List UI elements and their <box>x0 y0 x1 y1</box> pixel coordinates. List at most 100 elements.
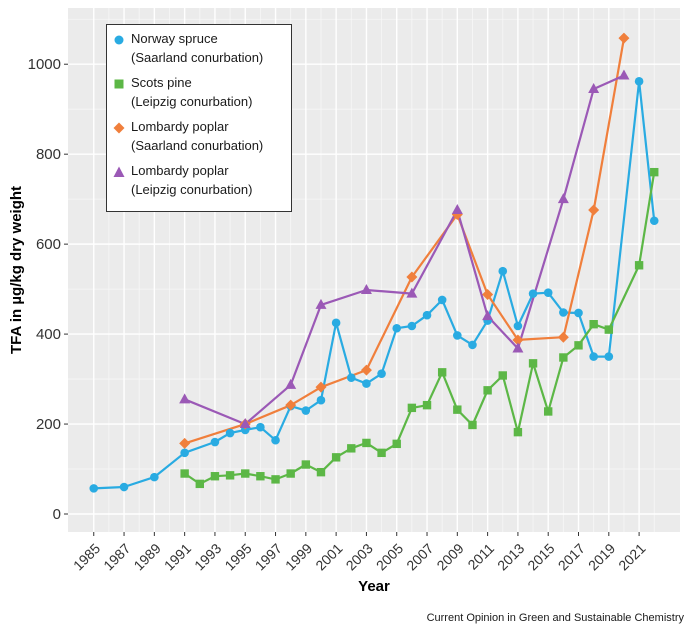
data-point-square <box>544 407 553 416</box>
data-point-circle <box>407 321 417 331</box>
x-tick-label: 2019 <box>585 540 618 573</box>
data-point-square <box>377 448 386 458</box>
source-credit: Current Opinion in Green and Sustainable… <box>426 612 684 624</box>
data-point-square <box>271 475 280 484</box>
data-point-circle <box>180 448 189 458</box>
y-tick-label: 200 <box>36 416 61 433</box>
data-point-circle <box>634 77 644 86</box>
legend-label-name: Scots pine <box>131 75 192 90</box>
series-markers <box>89 32 659 493</box>
legend-label: Scots pine (Leipzig conurbation) <box>131 73 252 111</box>
legend-label-location: (Saarland conurbation) <box>131 138 264 153</box>
data-point-circle <box>150 472 159 482</box>
data-point-triangle <box>179 393 191 404</box>
x-tick-label: 2021 <box>615 540 648 573</box>
legend-item-norway-spruce: Norway spruce (Saarland conurbation) <box>107 29 293 69</box>
y-tick-label: 600 <box>36 236 61 253</box>
data-point-circle <box>89 484 99 493</box>
x-tick-label: 2009 <box>433 540 466 573</box>
data-point-diamond <box>557 331 569 343</box>
data-point-diamond <box>179 437 191 449</box>
data-point-diamond <box>285 399 297 411</box>
data-point-square <box>589 319 598 329</box>
data-point-square <box>225 471 235 480</box>
y-tick-label: 400 <box>36 326 61 343</box>
x-tick-label: 2015 <box>524 540 557 573</box>
data-point-circle <box>589 352 598 361</box>
data-point-square <box>331 453 341 462</box>
data-point-square <box>195 479 204 489</box>
data-point-square <box>407 403 417 413</box>
data-point-circle <box>559 308 568 317</box>
data-point-triangle <box>512 342 524 353</box>
series-line-2 <box>184 37 626 445</box>
data-point-circle <box>422 310 432 320</box>
data-point-circle <box>468 340 477 350</box>
x-tick-label: 2011 <box>464 540 497 573</box>
data-point-square <box>468 420 477 430</box>
x-tick-label: 1999 <box>282 540 315 573</box>
legend-label-name: Norway spruce <box>131 31 218 46</box>
data-point-circle <box>210 437 220 447</box>
data-point-square <box>316 467 326 477</box>
data-point-square <box>256 472 265 481</box>
x-tick-label: 2005 <box>373 540 406 573</box>
data-point-square <box>528 359 538 368</box>
legend-label: Lombardy poplar (Leipzig conurbation) <box>131 161 252 199</box>
data-point-triangle <box>285 378 297 389</box>
data-point-square <box>210 472 220 481</box>
legend-marker-circle-icon <box>114 35 124 45</box>
data-point-circle <box>256 422 265 432</box>
data-point-diamond <box>588 204 600 216</box>
data-point-square <box>453 405 462 414</box>
data-point-square <box>241 469 250 478</box>
y-tick-label: 0 <box>53 506 61 523</box>
legend-item-lombardy-poplar-leipzig: Lombardy poplar (Leipzig conurbation) <box>107 161 293 201</box>
data-point-square <box>574 341 583 350</box>
data-point-square <box>347 444 356 453</box>
x-tick-label: 2007 <box>403 540 436 573</box>
data-point-square <box>559 353 568 362</box>
x-tick-label: 1991 <box>161 540 194 573</box>
data-point-circle <box>271 435 280 445</box>
y-axis-ticks: 0 200 400 600 800 1000 <box>28 56 68 523</box>
legend-label-location: (Leipzig conurbation) <box>131 94 253 109</box>
data-point-circle <box>604 352 614 361</box>
data-point-triangle <box>482 310 494 321</box>
data-point-circle <box>392 323 402 333</box>
legend-marker-triangle-icon <box>113 166 125 177</box>
data-point-triangle <box>618 69 630 80</box>
x-tick-label: 2013 <box>494 540 527 573</box>
data-point-square <box>286 469 295 478</box>
y-tick-label: 1000 <box>28 56 61 73</box>
x-axis-ticks: 1985198719891991199319951997199920012003… <box>70 532 649 574</box>
x-tick-label: 1987 <box>100 540 133 573</box>
data-point-diamond <box>406 271 418 283</box>
data-point-circle <box>362 379 371 388</box>
y-axis-title: TFA in µg/kg dry weight <box>8 186 25 354</box>
legend-label: Norway spruce (Saarland conurbation) <box>131 29 263 67</box>
x-axis-title: Year <box>358 578 390 595</box>
data-point-circle <box>119 482 129 492</box>
data-point-square <box>498 371 507 380</box>
data-point-square <box>362 438 371 448</box>
x-tick-label: 1985 <box>70 540 103 573</box>
data-point-triangle <box>360 284 372 295</box>
x-tick-label: 1989 <box>130 540 163 573</box>
data-point-circle <box>331 318 341 328</box>
data-point-circle <box>346 373 356 383</box>
data-point-square <box>513 427 523 437</box>
data-point-square <box>437 368 447 377</box>
legend-label-name: Lombardy poplar <box>131 119 229 134</box>
x-tick-label: 2003 <box>343 540 376 573</box>
data-point-circle <box>377 369 386 378</box>
data-point-square <box>392 439 401 449</box>
legend-marker-diamond-icon <box>113 122 125 134</box>
x-tick-label: 1997 <box>252 540 285 573</box>
legend-label-name: Lombardy poplar <box>131 163 229 178</box>
legend-marker-square-icon <box>114 79 124 89</box>
x-tick-label: 2001 <box>312 540 345 573</box>
x-tick-label: 1993 <box>191 540 224 573</box>
legend-item-scots-pine: Scots pine (Leipzig conurbation) <box>107 73 293 113</box>
data-point-circle <box>453 331 462 340</box>
